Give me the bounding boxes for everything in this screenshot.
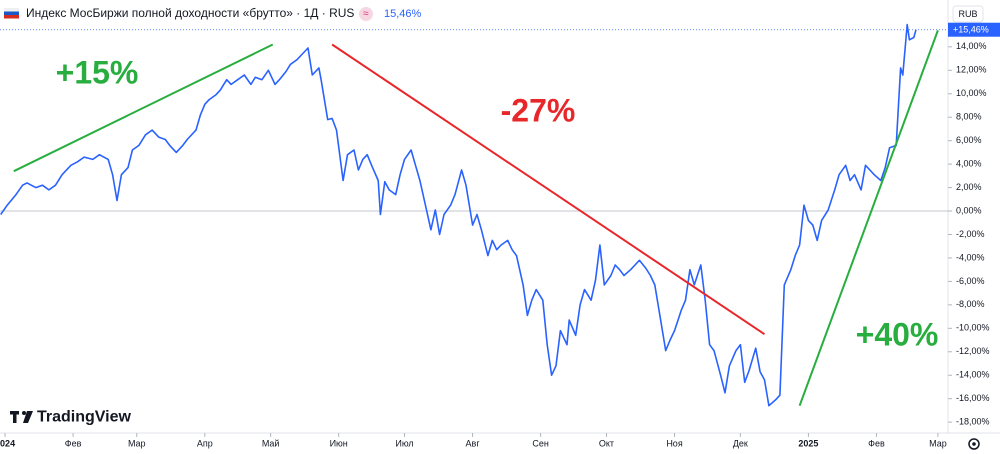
- plot-area: [0, 23, 948, 407]
- flag-blue: [4, 11, 19, 15]
- y-tick-label: -14,00%: [956, 370, 990, 380]
- annotation: +15%: [56, 54, 139, 90]
- y-tick-label: 10,00%: [956, 88, 987, 98]
- x-tick-label: Апр: [197, 438, 213, 448]
- currency: RUB: [958, 9, 977, 19]
- settings-icon[interactable]: [968, 438, 980, 450]
- flag-red: [4, 15, 19, 19]
- x-tick-label: Сен: [532, 438, 549, 448]
- brand: TradingView: [37, 409, 132, 426]
- y-tick-label: -6,00%: [956, 276, 985, 286]
- x-tick-label: 2025: [798, 438, 818, 448]
- price-line: [0, 23, 917, 407]
- logo-part: [13, 411, 17, 423]
- y-tick-label: -12,00%: [956, 346, 990, 356]
- y-tick-label: 4,00%: [956, 158, 982, 168]
- annotation: +40%: [856, 316, 939, 352]
- y-tick-label: -18,00%: [956, 417, 990, 427]
- y-tick-label: 14,00%: [956, 41, 987, 51]
- x-tick-label: Мар: [929, 438, 947, 448]
- y-tick-label: 12,00%: [956, 65, 987, 75]
- x-tick-label: Окт: [599, 438, 614, 448]
- y-tick-label: 6,00%: [956, 135, 982, 145]
- logo-part: [23, 411, 33, 423]
- x-tick-label: Дек: [733, 438, 748, 448]
- status-icon[interactable]: [359, 7, 373, 21]
- y-tick-label: -8,00%: [956, 299, 985, 309]
- y-tick-label: -16,00%: [956, 393, 990, 403]
- x-tick-label: 2024: [0, 438, 15, 448]
- flag-white: [4, 8, 19, 12]
- status-icon-glyph: ≈: [363, 9, 369, 20]
- y-tick-label: -4,00%: [956, 252, 985, 262]
- trend-line: [798, 30, 939, 407]
- y-tick-label: 2,00%: [956, 182, 982, 192]
- x-tick-label: Июл: [395, 438, 413, 448]
- x-tick-label: Фев: [868, 438, 885, 448]
- x-tick-label: Июн: [330, 438, 348, 448]
- x-tick-label: Май: [262, 438, 280, 448]
- y-tick-label: -2,00%: [956, 229, 985, 239]
- x-tick-label: Фев: [65, 438, 82, 448]
- y-tick-label: -10,00%: [956, 323, 990, 333]
- y-tick-label: 0,00%: [956, 205, 982, 215]
- last-change: 15,46%: [384, 8, 422, 20]
- x-tick-label: Ноя: [666, 438, 683, 448]
- chart-title: Индекс МосБиржи полной доходности «брутт…: [26, 6, 354, 20]
- logo-part: [22, 411, 26, 415]
- settings-icon-center: [972, 442, 976, 446]
- last-value-box: [948, 22, 1000, 37]
- y-tick-label: 8,00%: [956, 112, 982, 122]
- brand-logo: TradingView: [10, 409, 132, 426]
- trend-line: [331, 43, 766, 336]
- x-tick-label: Мар: [128, 438, 146, 448]
- last-value-label: +15,46%: [953, 25, 989, 35]
- x-tick-label: Авг: [466, 438, 481, 448]
- trend-line: [13, 43, 274, 173]
- currency-box[interactable]: [952, 5, 984, 23]
- annotation: -27%: [501, 92, 576, 128]
